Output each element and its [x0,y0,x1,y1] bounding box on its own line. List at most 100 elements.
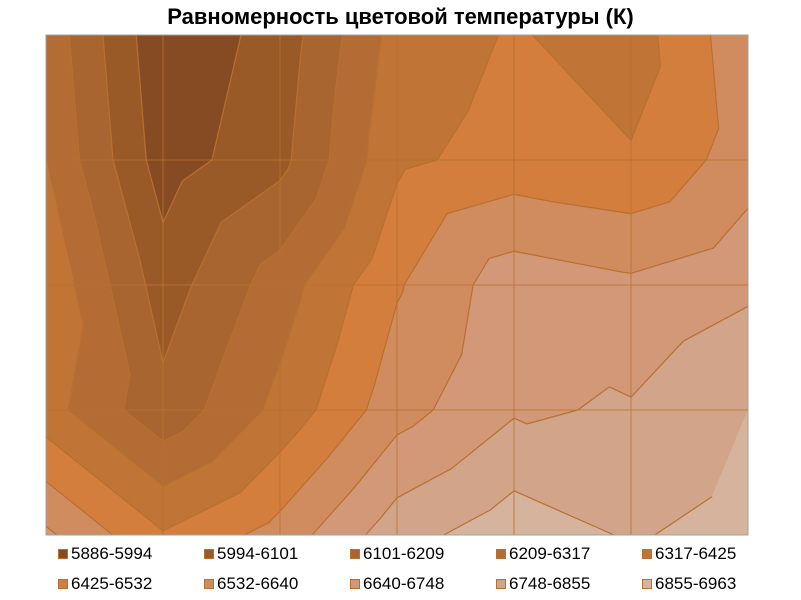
legend-item: 5994-6101 [204,543,350,565]
contour-line [472,258,490,286]
legend: 5886-5994 5994-6101 6101-6209 6209-6317 6317… [58,543,798,595]
contour-line [380,497,398,519]
chart-title: Равномерность цветовой температуры (К) [167,4,634,29]
contour-line [451,417,515,469]
contour-line [553,201,632,215]
contour-line [220,180,281,223]
contour-line [513,417,528,425]
contour-line [279,430,300,453]
contour-line [353,434,398,489]
contour-line [490,490,515,511]
contour-line [513,490,615,536]
contour-line [328,93,336,161]
contour-line [402,284,405,292]
contour-line [73,284,84,325]
legend-swatch [496,549,506,559]
legend-item: 6748-6855 [496,573,642,595]
contour-line [405,159,438,170]
contour-line [112,159,141,261]
contour-line [513,250,619,273]
contour-line [298,409,317,431]
contour-line [225,284,252,353]
contour-line [211,409,264,463]
contour-line [162,461,212,487]
contour-line [162,306,185,364]
contour-line [70,62,81,161]
contour-line [683,305,749,342]
contour-plot [45,34,749,536]
contour-line [191,222,222,286]
contour-line [371,183,398,259]
contour-line [325,409,367,460]
contour-line [162,180,184,223]
contour-line [144,284,164,364]
contour-line [290,56,302,161]
contour-line [102,34,109,102]
contour-line [412,409,434,428]
contour-line [630,66,661,141]
contour-line [279,459,327,512]
contour-line [145,159,164,223]
legend-label: 6425-6532 [71,574,153,593]
contour-line [343,159,368,229]
contour-line [630,340,684,398]
legend-swatch [642,579,652,589]
contour-line [268,510,281,524]
contour-line [147,517,164,532]
contour-line [299,34,304,57]
contour-line [162,430,184,442]
legend-label: 6748-6855 [509,574,591,593]
contour-line [531,34,632,141]
plot-border [45,34,749,536]
contour-line [364,517,382,536]
contour-line [396,426,413,436]
contour-line [513,193,554,203]
contour-line [705,128,720,161]
contour-line [262,396,269,411]
contour-line [315,159,330,199]
contour-line [373,302,398,386]
contour-line [68,34,73,63]
legend-swatch [58,579,68,589]
legend-label: 6101-6209 [363,544,445,563]
legend-item: 6532-6640 [204,573,350,595]
contour-line [67,409,164,487]
legend-label: 6317-6425 [655,544,737,563]
contour-line [67,324,84,411]
contour-line [618,270,632,274]
contour-line [298,284,306,306]
contour-line [250,263,261,286]
contour-line [139,260,147,286]
legend-item: 6317-6425 [642,543,788,565]
contour-line [446,193,515,215]
contour-line [109,284,131,375]
contour-line [266,363,281,397]
contour-line [123,409,164,442]
legend-label: 6532-6640 [217,574,299,593]
contour-line [630,201,671,215]
contour-line [279,198,317,251]
contour-line [92,210,111,286]
legend-label: 6209-6317 [509,544,591,563]
legend-item: 6209-6317 [496,543,642,565]
contour-line [135,34,146,141]
contour-line [352,258,373,286]
contour-line [260,249,281,265]
contour-line [203,351,227,411]
contour-line [279,168,289,181]
contour-line [657,34,661,67]
contour-line [182,409,205,432]
legend-swatch [496,579,506,589]
legend-swatch [204,549,214,559]
contour-line [183,284,193,308]
contour-line [609,386,632,398]
legend-label: 6640-6748 [363,574,445,593]
legend-item: 6425-6532 [58,573,204,595]
legend-swatch [58,549,68,559]
contour-line [315,345,338,411]
contour-line [436,110,469,161]
legend-item: 5886-5994 [58,543,204,565]
contour-line [336,284,355,346]
legend-item: 6855-6963 [642,573,788,595]
legend-swatch [642,549,652,559]
